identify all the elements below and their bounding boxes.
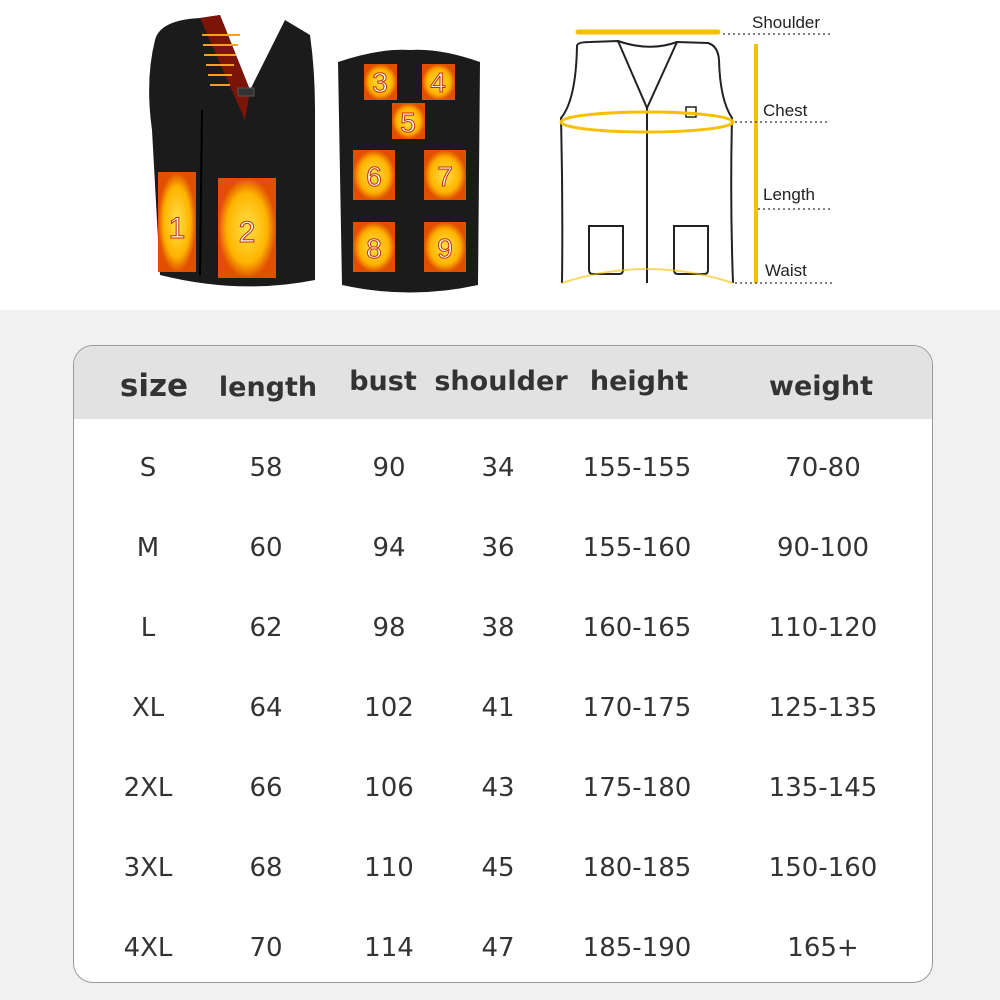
chest-measure-line xyxy=(559,110,735,134)
cell-length: 64 xyxy=(249,693,283,723)
heating-panel-1 xyxy=(158,172,196,272)
panel-number: 5 xyxy=(400,107,416,138)
panel-number: 8 xyxy=(366,233,382,264)
cell-shoulder: 41 xyxy=(481,693,515,723)
cell-length: 62 xyxy=(249,613,283,643)
cell-height: 170-175 xyxy=(582,693,692,723)
table-row: M 60 94 36 155-160 90-100 xyxy=(74,527,932,567)
cell-weight: 125-135 xyxy=(768,693,878,723)
header-bust: bust xyxy=(349,366,417,397)
cell-weight: 70-80 xyxy=(785,453,861,483)
cell-height: 155-155 xyxy=(582,453,692,483)
table-row: 2XL 66 106 43 175-180 135-145 xyxy=(74,767,932,807)
cell-size: 3XL xyxy=(123,853,173,883)
header-height: height xyxy=(589,366,689,397)
panel-number: 9 xyxy=(437,233,453,264)
table-row: S 58 90 34 155-155 70-80 xyxy=(74,447,932,487)
cell-length: 60 xyxy=(249,533,283,563)
heated-vest-image: 1 2 3 4 5 6 7 8 9 xyxy=(149,15,480,293)
cell-size: L xyxy=(140,613,156,643)
cell-shoulder: 34 xyxy=(481,453,515,483)
cell-length: 70 xyxy=(249,933,283,963)
cell-bust: 110 xyxy=(364,853,414,883)
cell-height: 160-165 xyxy=(582,613,692,643)
cell-bust: 114 xyxy=(364,933,414,963)
length-label: Length xyxy=(763,185,815,204)
measurement-diagram xyxy=(559,29,832,284)
cell-bust: 102 xyxy=(364,693,414,723)
cell-height: 180-185 xyxy=(582,853,692,883)
cell-shoulder: 47 xyxy=(481,933,515,963)
cell-length: 68 xyxy=(249,853,283,883)
cell-weight: 150-160 xyxy=(768,853,878,883)
cell-shoulder: 36 xyxy=(481,533,515,563)
cell-weight: 90-100 xyxy=(776,533,870,563)
panel-number: 2 xyxy=(239,216,256,249)
waist-label: Waist xyxy=(765,261,807,280)
cell-size: 4XL xyxy=(123,933,173,963)
cell-size: 2XL xyxy=(123,773,173,803)
cell-size: S xyxy=(139,453,157,483)
cell-bust: 98 xyxy=(372,613,406,643)
shoulder-label: Shoulder xyxy=(752,13,821,32)
cell-shoulder: 45 xyxy=(481,853,515,883)
size-chart-table: size length bust shoulder height weight … xyxy=(73,345,933,983)
cell-weight: 165+ xyxy=(787,933,859,963)
header-weight: weight xyxy=(769,371,873,402)
panel-number: 4 xyxy=(430,67,446,98)
heating-panel-2 xyxy=(218,178,276,278)
waist-measure-line xyxy=(561,268,734,284)
panel-number: 3 xyxy=(372,67,388,98)
cell-shoulder: 38 xyxy=(481,613,515,643)
panel-number: 1 xyxy=(169,212,186,245)
product-images-area: 1 2 3 4 5 6 7 8 9 xyxy=(0,0,1000,310)
panel-number: 7 xyxy=(437,161,453,192)
table-row: XL 64 102 41 170-175 125-135 xyxy=(74,687,932,727)
header-size: size xyxy=(119,368,189,404)
cell-shoulder: 43 xyxy=(481,773,515,803)
cell-bust: 90 xyxy=(372,453,406,483)
table-row: L 62 98 38 160-165 110-120 xyxy=(74,607,932,647)
cell-size: XL xyxy=(131,693,165,723)
table-header: size length bust shoulder height weight xyxy=(74,346,932,419)
cell-bust: 106 xyxy=(364,773,414,803)
header-shoulder: shoulder xyxy=(434,366,568,397)
table-row: 3XL 68 110 45 180-185 150-160 xyxy=(74,847,932,887)
cell-height: 185-190 xyxy=(582,933,692,963)
chest-label: Chest xyxy=(763,101,808,120)
table-row: 4XL 70 114 47 185-190 165+ xyxy=(74,927,932,967)
cell-height: 155-160 xyxy=(582,533,692,563)
cell-length: 66 xyxy=(249,773,283,803)
cell-bust: 94 xyxy=(372,533,406,563)
header-length: length xyxy=(218,372,318,403)
cell-size: M xyxy=(136,533,160,563)
cell-weight: 110-120 xyxy=(768,613,878,643)
cell-height: 175-180 xyxy=(582,773,692,803)
cell-length: 58 xyxy=(249,453,283,483)
panel-number: 6 xyxy=(366,161,382,192)
cell-weight: 135-145 xyxy=(768,773,878,803)
